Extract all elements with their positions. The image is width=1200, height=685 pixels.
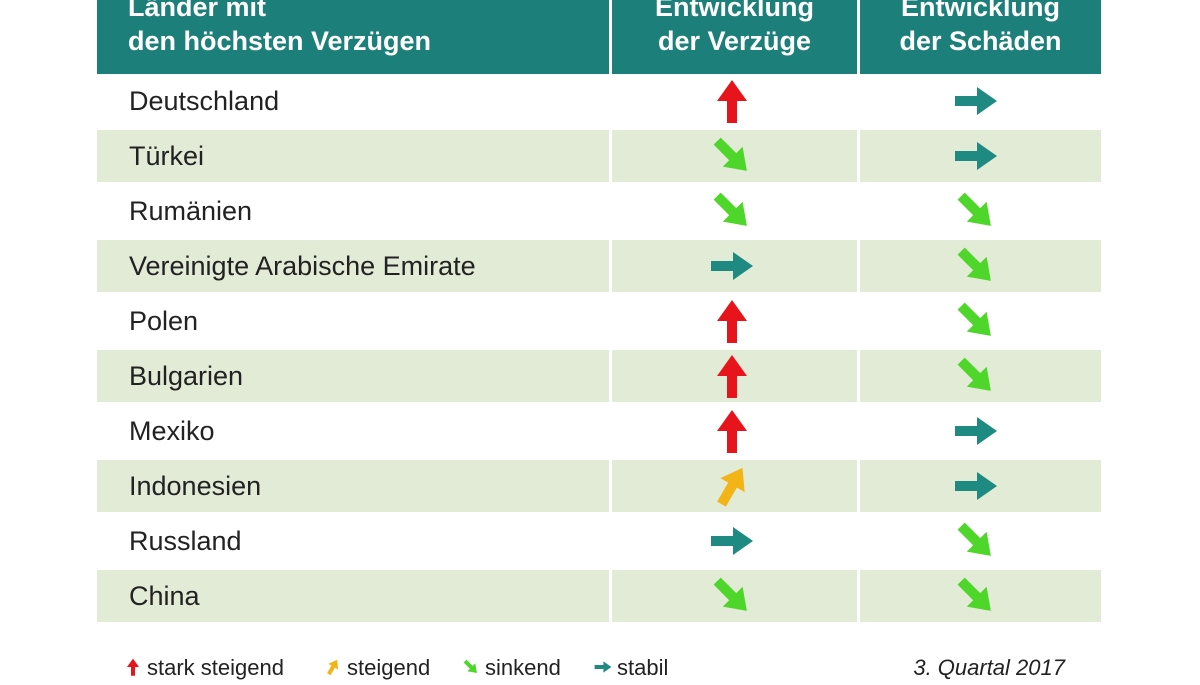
- country-name: Russland: [129, 526, 242, 556]
- header-countries-line2: den höchsten Verzügen: [128, 26, 432, 56]
- arrow-down-right-icon: [707, 186, 757, 236]
- header-countries-line1: Länder mit: [128, 0, 267, 22]
- legend-stabil-label: stabil: [617, 655, 669, 680]
- schaeden-trend-cell: [860, 350, 1101, 402]
- table-row: Mexiko: [97, 405, 1101, 457]
- verzuege-trend-cell: [612, 240, 857, 292]
- country-name: Vereinigte Arabische Emirate: [129, 251, 476, 281]
- schaeden-trend-cell: [860, 240, 1101, 292]
- schaeden-trend-cell: [860, 570, 1101, 622]
- header-verzuege-line2: der Verzüge: [657, 26, 812, 56]
- country-name: Polen: [129, 306, 199, 336]
- country-name: Bulgarien: [129, 361, 244, 391]
- schaeden-trend-cell: [860, 515, 1101, 567]
- verzuege-trend-cell: [612, 295, 857, 347]
- table-row: Vereinigte Arabische Emirate: [97, 240, 1101, 292]
- verzuege-trend-cell: [612, 185, 857, 237]
- schaeden-trend-cell: [860, 75, 1101, 127]
- arrow-down-right-icon: [461, 657, 481, 677]
- header-verzuege: Entwicklung der Verzüge: [612, 0, 857, 74]
- arrow-down-right-icon: [951, 241, 1001, 291]
- header-schaeden: Entwicklung der Schäden: [860, 0, 1101, 74]
- arrow-down-right-icon: [951, 571, 1001, 621]
- country-name: Mexiko: [129, 416, 215, 446]
- verzuege-trend-cell: [612, 350, 857, 402]
- table-row: China: [97, 570, 1101, 622]
- arrow-right-icon: [951, 461, 1001, 511]
- country-name: China: [129, 581, 200, 611]
- verzuege-trend-cell: [612, 460, 857, 512]
- verzuege-trend-cell: [612, 405, 857, 457]
- verzuege-trend-cell: [612, 515, 857, 567]
- country-cell: Polen: [97, 295, 609, 347]
- arrow-right-icon: [951, 406, 1001, 456]
- table-row: Rumänien: [97, 185, 1101, 237]
- verzuege-trend-cell: [612, 570, 857, 622]
- legend-stark-steigend-label: stark steigend: [147, 655, 284, 680]
- country-cell: Mexiko: [97, 405, 609, 457]
- schaeden-trend-cell: [860, 130, 1101, 182]
- arrow-right-icon: [951, 76, 1001, 126]
- table-row: Deutschland: [97, 75, 1101, 127]
- header-schaeden-line2: der Schäden: [899, 26, 1062, 56]
- verzuege-trend-cell: [612, 130, 857, 182]
- legend-stark-steigend: stark steigend: [123, 655, 284, 681]
- verzuege-trend-cell: [612, 75, 857, 127]
- country-cell: Vereinigte Arabische Emirate: [97, 240, 609, 292]
- legend: stark steigend steigend sinkend stabil 3…: [97, 655, 1101, 685]
- country-name: Rumänien: [129, 196, 253, 226]
- arrow-right-icon: [593, 657, 613, 677]
- table-row: Russland: [97, 515, 1101, 567]
- country-cell: Russland: [97, 515, 609, 567]
- arrow-right-icon: [707, 241, 757, 291]
- legend-steigend-label: steigend: [347, 655, 431, 680]
- arrow-up-right-icon: [707, 461, 757, 511]
- header-verzuege-line1: Entwicklung: [654, 0, 814, 22]
- schaeden-trend-cell: [860, 185, 1101, 237]
- country-name: Türkei: [129, 141, 205, 171]
- header-schaeden-line1: Entwicklung: [900, 0, 1060, 22]
- arrow-up-icon: [123, 657, 143, 677]
- arrow-right-icon: [951, 131, 1001, 181]
- legend-sinkend: sinkend: [461, 655, 561, 681]
- schaeden-trend-cell: [860, 405, 1101, 457]
- arrow-down-right-icon: [951, 516, 1001, 566]
- table-header: Länder mit den höchsten Verzügen Entwick…: [97, 0, 1101, 74]
- country-cell: Bulgarien: [97, 350, 609, 402]
- legend-sinkend-label: sinkend: [485, 655, 561, 680]
- country-cell: Türkei: [97, 130, 609, 182]
- arrow-up-icon: [707, 351, 757, 401]
- schaeden-trend-cell: [860, 460, 1101, 512]
- table-row: Polen: [97, 295, 1101, 347]
- arrow-up-icon: [707, 406, 757, 456]
- table-row: Bulgarien: [97, 350, 1101, 402]
- table-row: Türkei: [97, 130, 1101, 182]
- country-name: Indonesien: [129, 471, 262, 501]
- period-label: 3. Quartal 2017: [913, 655, 1065, 680]
- arrow-down-right-icon: [951, 296, 1001, 346]
- country-name: Deutschland: [129, 86, 280, 116]
- header-countries: Länder mit den höchsten Verzügen: [97, 0, 609, 74]
- country-cell: Indonesien: [97, 460, 609, 512]
- arrow-up-icon: [707, 296, 757, 346]
- legend-steigend: steigend: [323, 655, 430, 681]
- arrow-up-right-icon: [323, 657, 343, 677]
- arrow-down-right-icon: [951, 351, 1001, 401]
- schaeden-trend-cell: [860, 295, 1101, 347]
- table-body: Deutschland Türkei Rumänien Vereinigte Arab…: [97, 75, 1101, 622]
- arrow-down-right-icon: [707, 571, 757, 621]
- arrow-down-right-icon: [707, 131, 757, 181]
- country-cell: Deutschland: [97, 75, 609, 127]
- table-row: Indonesien: [97, 460, 1101, 512]
- legend-stabil: stabil: [593, 655, 668, 681]
- arrow-up-icon: [707, 76, 757, 126]
- country-cell: Rumänien: [97, 185, 609, 237]
- arrow-right-icon: [707, 516, 757, 566]
- arrow-down-right-icon: [951, 186, 1001, 236]
- country-cell: China: [97, 570, 609, 622]
- country-table: Länder mit den höchsten Verzügen Entwick…: [97, 0, 1101, 622]
